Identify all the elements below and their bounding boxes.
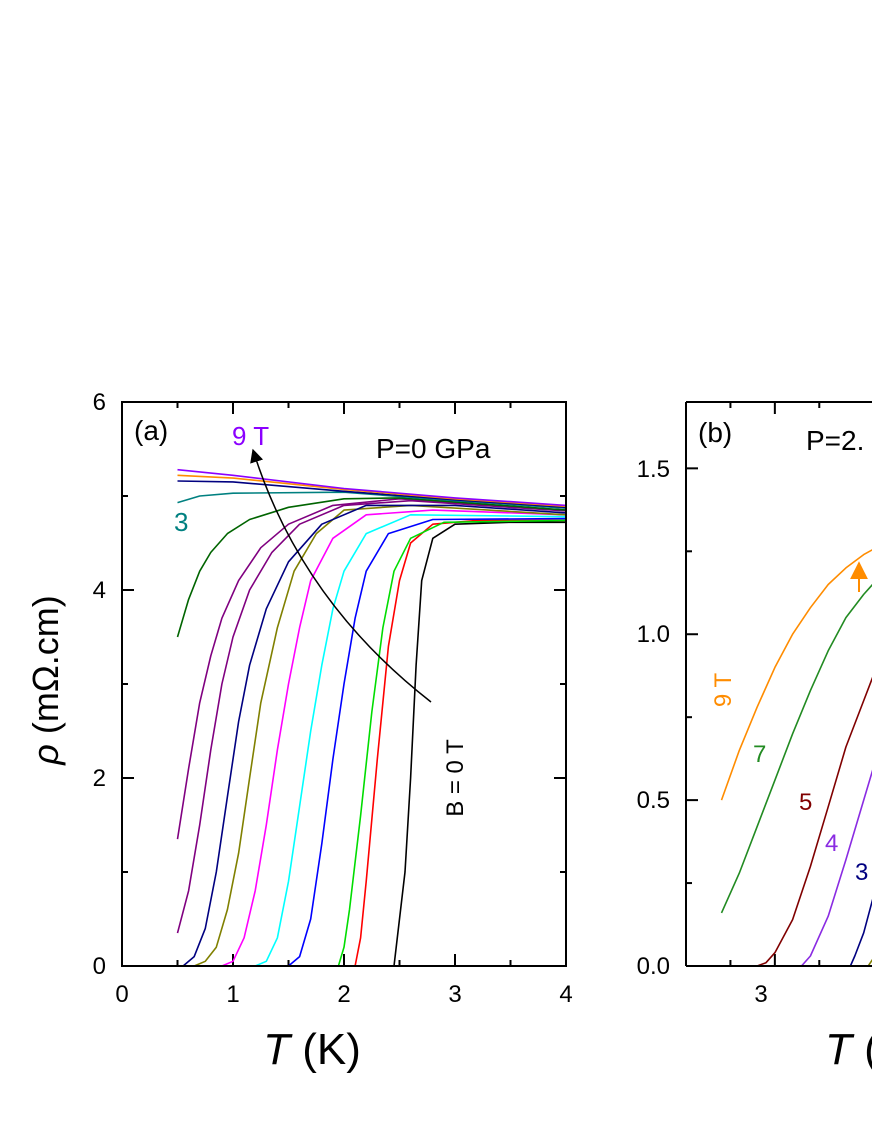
panel-b-ytick-10: 1.0	[637, 621, 670, 648]
panel-a-series-12	[177, 480, 566, 509]
panel-a-label: (a)	[134, 415, 168, 446]
panel-a-series-10	[176, 497, 566, 638]
panel-b-series-0	[720, 549, 872, 801]
panel-a-series-7	[182, 504, 566, 966]
panel-a-series-9	[176, 498, 566, 840]
panel-b-series-1	[720, 583, 872, 914]
panel-a-series-2	[337, 519, 566, 966]
panel-a-xlabel: T (K)	[263, 1025, 361, 1074]
panel-a: 0 2 4 6 0 1 2 3 4 T (K) ρ (mΩ.cm) (a) P=…	[25, 389, 573, 1074]
panel-a-ytick-0: 0	[93, 953, 106, 980]
panel-a-series-11	[177, 491, 566, 509]
panel-a-xtick-1: 1	[226, 981, 239, 1008]
panel-b-ticks	[686, 402, 821, 967]
panel-a-xtick-4: 4	[559, 981, 572, 1008]
panel-b-xlabel: T (	[825, 1025, 872, 1074]
label-7-b: 7	[753, 741, 766, 768]
panel-a-series-0	[393, 521, 566, 966]
panel-b-label: (b)	[698, 417, 732, 448]
panel-a-series-5	[221, 509, 566, 966]
panel-b: 0.0 0.5 1.0 1.5 3 T ( (b) P=2. 9 T 7 5 4…	[637, 401, 872, 1074]
panel-a-series-6	[193, 504, 566, 966]
label-3-b: 3	[855, 859, 868, 886]
panel-a-series-3	[287, 517, 566, 966]
label-9T-b: 9 T	[710, 673, 737, 708]
panel-a-xtick-0: 0	[115, 981, 128, 1008]
label-4-b: 4	[825, 830, 838, 857]
panel-a-pressure: P=0 GPa	[376, 433, 491, 464]
panel-a-ylabel: ρ (mΩ.cm)	[25, 595, 66, 766]
label-5-b: 5	[799, 789, 812, 816]
panel-a-series-8	[176, 499, 566, 934]
panel-b-ytick-15: 1.5	[637, 456, 670, 483]
panel-b-ytick-05: 0.5	[637, 787, 670, 814]
panel-a-series-4	[254, 514, 566, 966]
panel-a-series-13	[177, 474, 566, 508]
panel-a-ytick-4: 4	[93, 577, 106, 604]
panel-b-xtick-3: 3	[754, 981, 767, 1008]
field-arrow-a	[250, 448, 432, 703]
panel-a-frame	[121, 401, 567, 967]
label-B0T-a: B = 0 T	[442, 739, 469, 817]
label-3-a: 3	[174, 507, 188, 537]
panel-b-series-5	[721, 958, 872, 966]
panel-b-series	[720, 549, 872, 966]
panel-a-ytick-2: 2	[93, 765, 106, 792]
label-9T-a: 9 T	[232, 421, 269, 451]
panel-a-series	[176, 468, 566, 966]
panel-b-ytick-0: 0.0	[637, 953, 670, 980]
panel-a-xtick-2: 2	[337, 981, 350, 1008]
panel-b-series-4	[721, 898, 872, 966]
panel-b-series-2	[721, 676, 872, 966]
panel-b-pressure: P=2.	[806, 425, 864, 456]
panel-a-series-14	[177, 468, 566, 507]
panel-a-xtick-3: 3	[448, 981, 461, 1008]
panel-b-series-3	[721, 769, 872, 966]
panel-a-ytick-6: 6	[93, 389, 106, 416]
